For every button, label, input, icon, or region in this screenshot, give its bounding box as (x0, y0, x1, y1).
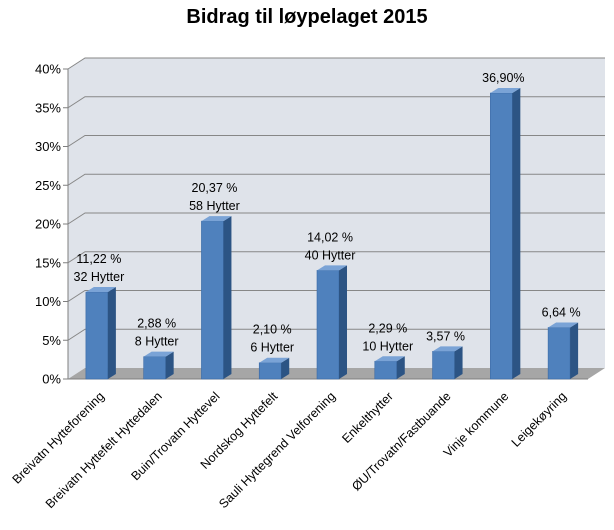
data-label: 14,02 % (307, 230, 353, 244)
y-tick-label: 20% (35, 217, 61, 232)
gridline (67, 57, 605, 70)
bar (490, 92, 513, 380)
bar-side (165, 351, 174, 379)
x-tick-label: Sauli Hyttegrend Velforening (216, 389, 338, 511)
gridline (67, 173, 605, 186)
bar (143, 356, 166, 380)
bar (201, 220, 224, 380)
x-tick-label: Breivatn Hytteforening (10, 389, 107, 486)
bar (432, 351, 455, 380)
y-tick-label: 35% (35, 100, 61, 115)
data-label: 20,37 % (192, 181, 238, 195)
bar-side (281, 357, 290, 379)
bar-top (317, 265, 347, 271)
bar-top (490, 88, 521, 94)
data-label: 40 Hytter (305, 248, 356, 262)
y-tick-label: 0% (42, 372, 61, 387)
bar (85, 291, 109, 380)
data-label: 6 Hytter (250, 341, 294, 355)
data-label: 11,22 % (76, 252, 121, 266)
x-tick-label: Breivatn Hyttefelt Hyttedalen (43, 389, 165, 511)
bar (547, 327, 571, 380)
chart-title: Bidrag til løypelaget 2015 (186, 6, 428, 28)
gridline (67, 251, 605, 264)
x-tick-label: Leigekøyring (509, 389, 570, 450)
y-tick-label: 25% (35, 178, 61, 193)
bar-side (512, 88, 521, 380)
bar-top (143, 351, 174, 357)
bar-top (548, 322, 579, 328)
bar (374, 360, 398, 380)
bar (258, 362, 282, 380)
data-label: 10 Hytter (362, 339, 413, 353)
bar-top (201, 216, 232, 222)
gridline (67, 96, 605, 109)
data-label: 2,10 % (253, 323, 292, 337)
gridline (67, 212, 605, 225)
gridline (67, 135, 605, 147)
gridline (67, 328, 605, 341)
data-label: 2,29 % (368, 321, 407, 335)
x-tick-label: Enkelthytter (339, 389, 396, 446)
data-label: 3,57 % (426, 329, 465, 343)
bar-side (223, 216, 232, 379)
data-label: 32 Hytter (74, 270, 125, 284)
bar-side (107, 287, 116, 379)
bar-top (259, 357, 290, 363)
data-label: 58 Hytter (189, 199, 240, 213)
y-tick-label: 30% (35, 139, 61, 154)
data-label: 6,64 % (542, 306, 581, 320)
x-tick-label: ØU/Trovatn/Fastbuande (349, 389, 453, 493)
bar-side (339, 265, 347, 379)
data-label: 36,90% (482, 71, 524, 85)
bar (316, 270, 340, 380)
bar-top (85, 287, 116, 293)
y-tick-label: 40% (35, 62, 61, 77)
bar-top (374, 356, 405, 362)
data-label: 2,88 % (137, 317, 176, 331)
bar-side (454, 346, 463, 379)
data-label: 8 Hytter (135, 335, 179, 349)
y-tick-label: 10% (35, 294, 61, 309)
bar-side (396, 356, 405, 379)
y-tick-label: 15% (35, 255, 61, 270)
bar-side (570, 322, 579, 379)
y-tick-label: 5% (42, 333, 61, 348)
gridline (67, 290, 605, 302)
bar-top (432, 346, 463, 352)
